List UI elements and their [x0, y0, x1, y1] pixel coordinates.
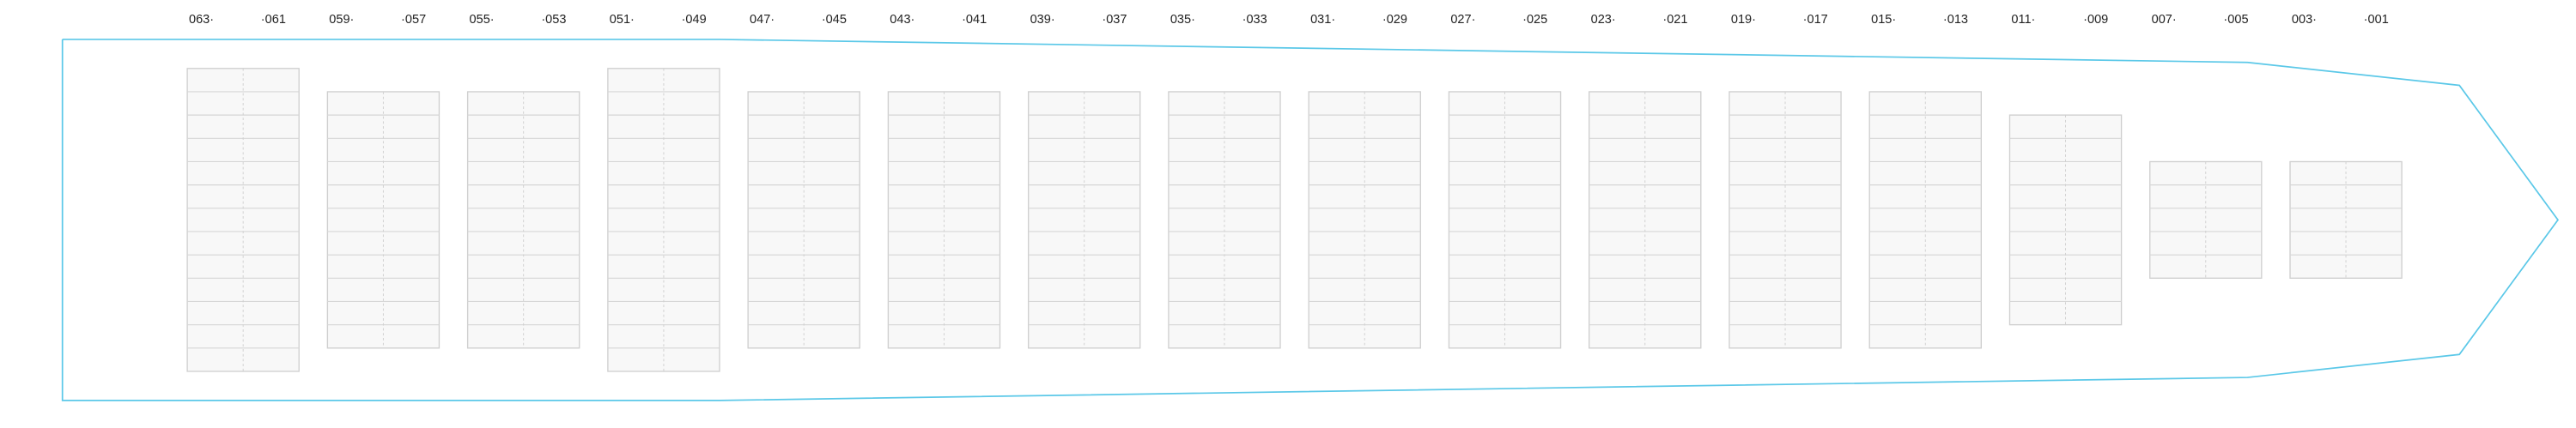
bay-block: 047· ·045 [747, 13, 860, 349]
bay-label: 035· [1170, 13, 1195, 27]
bay-block: 003· ·001 [2289, 13, 2403, 279]
bay-label: 011· [2011, 13, 2035, 27]
bay-label: ·045 [822, 13, 847, 27]
hull-outline [61, 39, 2560, 401]
bay-label: ·053 [541, 13, 566, 27]
bay-block: 031· ·029 [1308, 13, 1421, 349]
bay-label: ·017 [1803, 13, 1828, 27]
bay-label: ·013 [1943, 13, 1968, 27]
bay-block: 019· ·017 [1728, 13, 1842, 349]
bay-block: 043· ·041 [887, 13, 1001, 349]
bay-label: 055· [470, 13, 495, 27]
bay-block: 063· ·061 [186, 13, 300, 372]
bay-label: 019· [1731, 13, 1756, 27]
bay-label: 047· [750, 13, 775, 27]
bay-block: 007· ·005 [2149, 13, 2263, 279]
bay-label: 023· [1591, 13, 1616, 27]
bay-label: 027· [1450, 13, 1475, 27]
bay-label: ·029 [1382, 13, 1407, 27]
bay-label: 043· [890, 13, 914, 27]
bay-label: 003· [2292, 13, 2317, 27]
bay-block: 015· ·013 [1868, 13, 1982, 349]
bay-label: ·041 [962, 13, 987, 27]
bay-label: ·061 [261, 13, 286, 27]
bay-label: ·001 [2364, 13, 2389, 27]
bay-label: ·057 [401, 13, 426, 27]
bay-label: 039· [1030, 13, 1055, 27]
bay-label: 015· [1871, 13, 1896, 27]
bay-block: 027· ·025 [1448, 13, 1562, 349]
bay-label: ·033 [1242, 13, 1267, 27]
bay-block: 051· ·049 [607, 13, 720, 372]
bay-block: 059· ·057 [326, 13, 440, 349]
bay-block: 011· ·009 [2008, 13, 2123, 326]
bay-block: 035· ·033 [1168, 13, 1281, 349]
bay-label: ·025 [1522, 13, 1547, 27]
bay-label: 063· [189, 13, 214, 27]
block-frame [2289, 160, 2403, 279]
bay-label: 007· [2152, 13, 2177, 27]
bay-label: ·005 [2223, 13, 2248, 27]
bay-label: 051· [610, 13, 635, 27]
bay-block: 023· ·021 [1589, 13, 1702, 349]
bay-label: ·037 [1102, 13, 1127, 27]
bay-label: 031· [1310, 13, 1335, 27]
bay-block: 055· ·053 [466, 13, 580, 349]
bay-label: 059· [329, 13, 354, 27]
bay-label: ·009 [2083, 13, 2108, 27]
bay-block: 039· ·037 [1027, 13, 1141, 349]
bay-label: ·021 [1662, 13, 1687, 27]
bay-label: ·049 [682, 13, 707, 27]
